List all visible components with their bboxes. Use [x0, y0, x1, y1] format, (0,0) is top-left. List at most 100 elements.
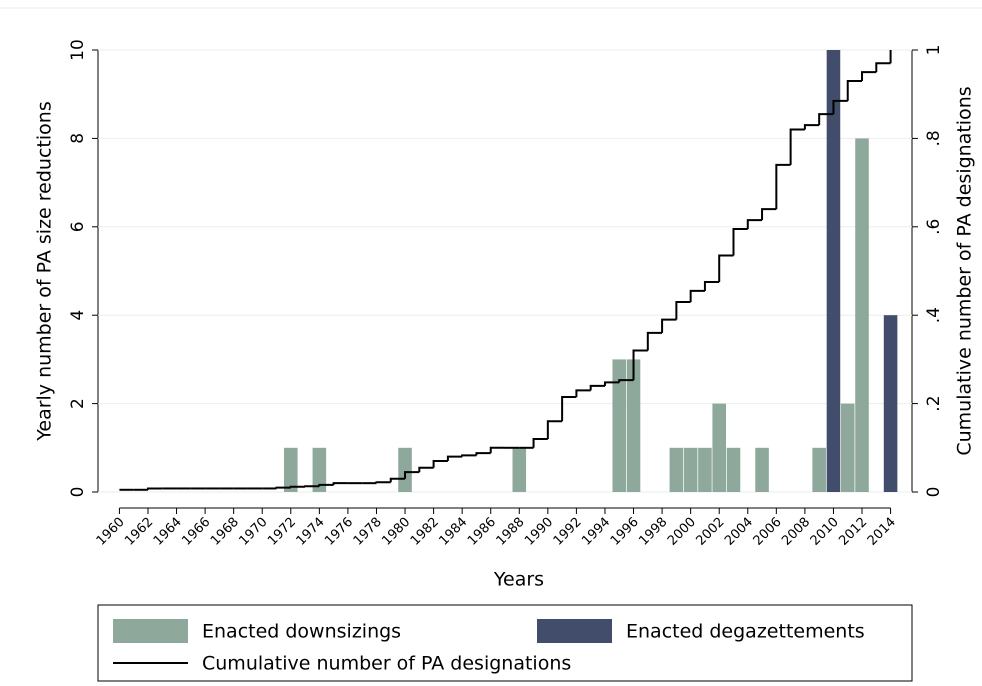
x-tick-label: 1982 — [408, 515, 442, 549]
legend-swatch — [113, 619, 188, 643]
y2-tick-label: .2 — [924, 395, 944, 411]
step-line — [461, 454, 477, 457]
x-tick-label: 1968 — [208, 515, 242, 549]
x-tick-label: 1990 — [522, 515, 556, 549]
step-line — [861, 71, 877, 81]
x-tick-label: 1992 — [551, 515, 585, 549]
y-axis-title: Yearly number of PA size reductions — [34, 101, 56, 441]
x-tick-label: 1996 — [608, 515, 642, 549]
bar — [612, 359, 627, 492]
bar — [312, 447, 327, 492]
step-line — [603, 381, 620, 386]
step-line — [475, 452, 491, 456]
step-line — [803, 124, 820, 130]
step-line — [489, 446, 505, 454]
step-line — [646, 331, 663, 351]
x-tick-label: 1998 — [636, 515, 670, 549]
x-tick-label: 2010 — [808, 515, 842, 549]
y2-axis-title: Cumulative number of PA designations — [954, 86, 976, 455]
y-tick-label: 10 — [68, 39, 88, 61]
step-line — [546, 420, 563, 439]
step-line — [789, 128, 805, 165]
bar — [883, 315, 898, 492]
x-tick-label: 1994 — [579, 515, 613, 549]
step-line — [318, 483, 334, 487]
step-line — [832, 99, 848, 115]
x-tick-label: 2000 — [665, 515, 699, 549]
y-tick-label: 8 — [68, 133, 88, 144]
step-line — [689, 289, 705, 302]
step-line — [718, 254, 734, 283]
step-line — [332, 482, 348, 485]
step-line — [146, 487, 163, 490]
step-line — [761, 208, 777, 221]
step-line — [846, 79, 863, 101]
step-line — [703, 281, 720, 291]
x-tick-label: 1962 — [122, 515, 156, 549]
x-tick-label: 2002 — [694, 515, 728, 549]
bar — [826, 50, 841, 492]
step-line — [561, 395, 577, 422]
legend-label: Enacted degazettements — [626, 621, 865, 643]
x-tick-label: 2008 — [779, 515, 813, 549]
y-tick-label: 4 — [68, 310, 88, 321]
step-line — [875, 62, 891, 73]
x-tick-label: 1974 — [294, 515, 328, 549]
x-tick-label: 1960 — [94, 515, 128, 549]
x-tick-label: 1964 — [151, 515, 185, 549]
x-tick-label: 1976 — [322, 515, 356, 549]
x-tick-label: 2006 — [751, 515, 785, 549]
step-line — [289, 485, 306, 488]
step-line — [532, 437, 548, 448]
step-line — [746, 219, 763, 230]
y2-tick-label: .4 — [924, 307, 944, 323]
bar — [669, 447, 684, 492]
x-axis-title: Years — [493, 569, 544, 591]
bar — [698, 447, 712, 492]
step-line — [575, 389, 591, 397]
step-line — [732, 228, 748, 256]
y2-tick-label: 1 — [924, 45, 944, 56]
y2-tick-label: .6 — [924, 219, 944, 235]
step-line — [618, 379, 634, 383]
y2-tick-label: 0 — [924, 487, 944, 498]
x-tick-label: 1984 — [436, 515, 470, 549]
bar — [812, 447, 826, 492]
x-tick-label: 1966 — [179, 515, 213, 549]
step-line — [589, 384, 605, 391]
bar — [398, 447, 412, 492]
step-line — [675, 300, 691, 320]
step-line — [418, 466, 434, 473]
y-tick-label: 6 — [68, 221, 88, 232]
x-tick-label: 2014 — [865, 515, 899, 549]
x-tick-label: 1978 — [351, 515, 385, 549]
step-line — [775, 163, 791, 210]
x-tick-label: 1988 — [494, 515, 528, 549]
bar — [683, 447, 698, 492]
bar — [840, 403, 855, 492]
y-tick-label: 2 — [68, 398, 88, 409]
bar — [726, 447, 741, 492]
bar — [855, 138, 869, 492]
legend-swatch — [537, 619, 612, 643]
step-line — [632, 349, 648, 381]
legend-label: Cumulative number of PA designations — [202, 653, 571, 675]
x-tick-label: 1986 — [465, 515, 499, 549]
step-line — [404, 471, 420, 479]
step-line — [389, 477, 406, 483]
step-line — [432, 460, 448, 468]
step-line — [375, 481, 391, 484]
y-tick-label: 0 — [68, 487, 88, 498]
legend-box — [97, 604, 913, 682]
bar — [755, 447, 769, 492]
step-line — [446, 455, 463, 462]
x-tick-label: 2004 — [722, 515, 756, 549]
legend-label: Enacted downsizings — [202, 621, 401, 643]
step-line — [818, 113, 834, 126]
bar — [712, 403, 726, 492]
step-line — [661, 318, 677, 333]
x-tick-label: 2012 — [836, 515, 870, 549]
y2-tick-label: .8 — [924, 130, 944, 146]
